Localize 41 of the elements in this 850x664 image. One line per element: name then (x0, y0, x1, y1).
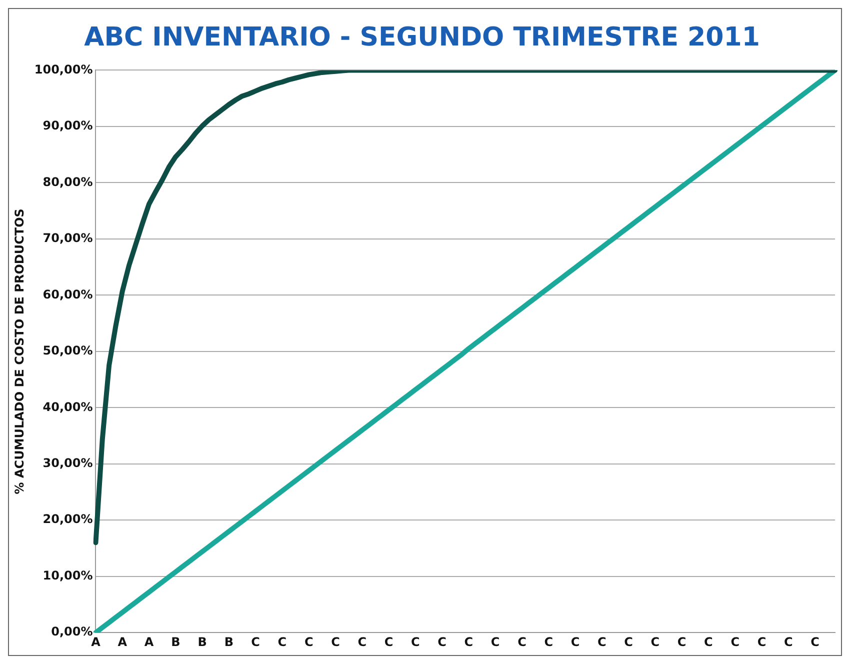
x-tick-label: C (518, 634, 527, 649)
y-tick-label: 80,00% (42, 174, 93, 189)
y-tick-label: 10,00% (42, 568, 93, 582)
x-tick-label: C (704, 634, 714, 649)
x-tick-label: C (624, 634, 634, 649)
x-tick-label: C (438, 634, 447, 649)
y-tick-label: 20,00% (42, 512, 93, 526)
y-tick-label: 50,00% (42, 344, 93, 358)
x-tick-label: C (810, 634, 820, 649)
x-tick-label: C (411, 634, 420, 649)
y-tick-label: 60,00% (42, 287, 93, 302)
x-tick-label: B (171, 634, 180, 649)
y-tick-label: 90,00% (42, 118, 93, 133)
x-tick-label: C (677, 634, 686, 649)
x-tick-label: A (91, 634, 102, 649)
x-tick-label: C (251, 634, 260, 649)
x-tick-label: C (278, 634, 287, 649)
x-tick-label: C (730, 634, 740, 649)
x-tick-label: C (757, 634, 766, 649)
x-tick-label: C (384, 634, 394, 649)
x-tick-label: A (144, 634, 154, 649)
x-tick-label: C (331, 634, 340, 649)
x-tick-label: C (650, 634, 660, 649)
x-tick-label: C (358, 634, 367, 649)
chart-title: ABC INVENTARIO - SEGUNDO TRIMESTRE 2011 (84, 22, 760, 52)
x-tick-label: C (464, 634, 474, 649)
y-tick-label: 100,00% (34, 62, 93, 76)
y-tick-label: 40,00% (42, 400, 93, 414)
y-axis-title: % ACUMULADO DE COSTO DE PRODUCTOS (12, 208, 26, 494)
x-tick-label: C (304, 634, 314, 649)
x-tick-label: A (118, 634, 128, 649)
y-tick-label: 0,00% (51, 624, 93, 639)
y-tick-label: 70,00% (42, 231, 93, 246)
x-tick-label: B (224, 634, 234, 649)
x-tick-label: B (198, 634, 207, 649)
x-tick-label: C (490, 634, 500, 649)
x-tick-label: C (544, 634, 554, 649)
x-tick-label: C (597, 634, 606, 649)
y-tick-label: 30,00% (42, 456, 93, 470)
x-tick-label: C (570, 634, 580, 649)
x-tick-label: C (784, 634, 793, 649)
